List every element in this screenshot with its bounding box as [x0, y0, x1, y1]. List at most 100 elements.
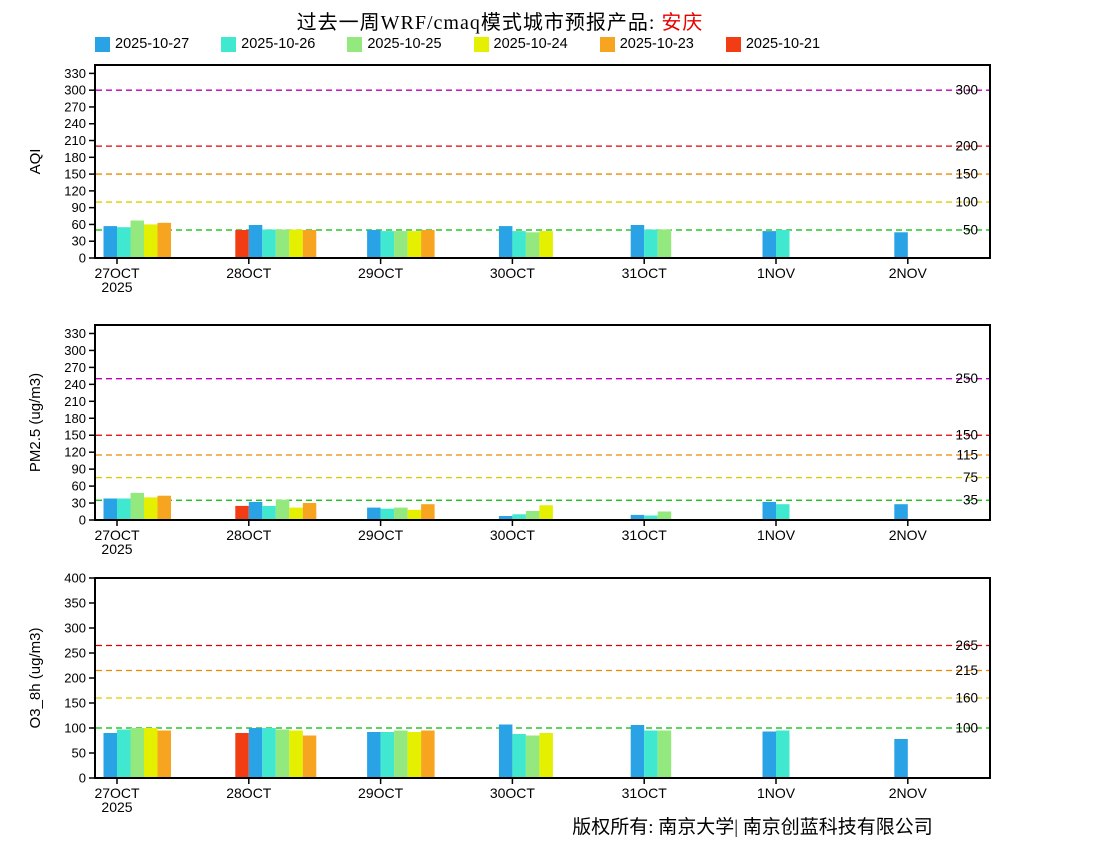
y-tick-label: 270 [64, 99, 86, 114]
bar-2025-10-25 [525, 735, 540, 778]
legend-swatch [95, 36, 110, 52]
x-tick-label: 2NOV [889, 527, 928, 543]
bar-2025-10-25 [130, 492, 144, 520]
x-tick-label: 29OCT [358, 265, 404, 281]
bar-2025-10-25 [130, 220, 144, 258]
y-tick-label: 210 [64, 394, 86, 409]
bar-2025-10-26 [512, 734, 526, 778]
bar-2025-10-25 [657, 511, 672, 520]
bar-2025-10-27 [894, 739, 908, 778]
bar-2025-10-26 [262, 728, 276, 778]
bar-2025-10-25 [275, 229, 290, 258]
x-tick-label: 30OCT [490, 527, 536, 543]
y-tick-label: 0 [79, 513, 86, 528]
legend-item: 2025-10-26 [221, 36, 315, 52]
bar-2025-10-24 [289, 507, 303, 520]
bar-2025-10-23 [302, 735, 317, 778]
x-tick-label: 28OCT [226, 527, 272, 543]
legend: 2025-10-27 2025-10-26 2025-10-25 2025-10-24… [95, 36, 820, 52]
y-tick-label: 30 [72, 496, 86, 511]
x-tick-sublabel: 2025 [101, 541, 132, 557]
y-tick-label: 200 [64, 671, 86, 686]
bar-2025-10-21 [235, 505, 249, 520]
bar-2025-10-23 [157, 222, 171, 258]
reference-line-label: 160 [955, 691, 978, 706]
y-tick-label: 330 [64, 66, 86, 81]
reference-line-label: 75 [963, 470, 978, 485]
title-text: 过去一周WRF/cmaq模式城市预报产品: [296, 12, 662, 34]
reference-line-label: 50 [963, 223, 978, 238]
bar-2025-10-27 [248, 728, 263, 778]
bar-2025-10-23 [157, 495, 171, 520]
reference-line-label: 200 [955, 139, 978, 154]
y-tick-label: 60 [72, 217, 86, 232]
bar-2025-10-27 [630, 225, 645, 258]
y-tick-label: 150 [64, 428, 86, 443]
x-tick-label: 27OCT [94, 785, 140, 801]
bar-2025-10-27 [498, 724, 513, 778]
reference-line-label: 35 [963, 493, 978, 508]
bar-2025-10-27 [762, 731, 776, 778]
bar-2025-10-24 [407, 509, 422, 520]
bar-2025-10-21 [235, 733, 249, 778]
y-tick-label: 100 [64, 721, 86, 736]
bar-2025-10-25 [130, 728, 144, 778]
bar-2025-10-25 [275, 729, 290, 778]
x-tick-label: 31OCT [622, 265, 668, 281]
y-tick-label: 330 [64, 326, 86, 341]
y-tick-label: 0 [79, 251, 86, 266]
legend-item: 2025-10-27 [95, 36, 189, 52]
bar-2025-10-23 [302, 503, 317, 520]
legend-label: 2025-10-23 [619, 36, 694, 52]
y-tick-label: 300 [64, 621, 86, 636]
x-tick-label: 1NOV [757, 785, 796, 801]
bar-2025-10-27 [248, 225, 263, 258]
y-tick-label: 60 [72, 479, 86, 494]
y-axis-title: PM2.5 (ug/m3) [27, 373, 44, 472]
bar-2025-10-24 [144, 728, 158, 778]
bar-2025-10-23 [421, 730, 435, 778]
bar-2025-10-26 [512, 231, 526, 258]
bar-2025-10-27 [103, 226, 117, 258]
y-tick-label: 180 [64, 411, 86, 426]
x-tick-label: 29OCT [358, 785, 404, 801]
reference-line-label: 150 [955, 428, 978, 443]
bar-2025-10-27 [762, 231, 776, 258]
y-tick-label: 240 [64, 377, 86, 392]
bar-2025-10-26 [644, 730, 658, 778]
y-tick-label: 50 [72, 746, 86, 761]
bar-2025-10-24 [407, 231, 422, 258]
y-tick-label: 210 [64, 133, 86, 148]
reference-line-label: 150 [955, 167, 978, 182]
reference-line-label: 115 [956, 448, 978, 463]
bar-2025-10-24 [289, 229, 303, 258]
x-tick-label: 27OCT [94, 265, 140, 281]
bar-2025-10-27 [248, 501, 263, 520]
x-tick-sublabel: 2025 [101, 279, 132, 295]
bar-2025-10-26 [380, 508, 395, 520]
legend-item: 2025-10-24 [473, 36, 568, 52]
copyright-footer: 版权所有: 南京大学| 南京创蓝科技有限公司 [572, 817, 933, 838]
bar-2025-10-26 [512, 514, 526, 520]
y-tick-label: 350 [64, 596, 86, 611]
x-tick-label: 28OCT [226, 785, 272, 801]
bar-2025-10-25 [525, 232, 540, 258]
bar-2025-10-26 [380, 231, 395, 258]
bar-2025-10-24 [144, 224, 158, 258]
y-tick-label: 180 [64, 150, 86, 165]
y-tick-label: 400 [64, 571, 86, 586]
bar-2025-10-23 [421, 504, 435, 520]
bar-2025-10-27 [367, 732, 381, 778]
bar-2025-10-24 [539, 733, 553, 778]
y-tick-label: 240 [64, 116, 86, 131]
reference-line-label: 100 [955, 721, 978, 736]
legend-label: 2025-10-27 [115, 36, 190, 52]
y-tick-label: 300 [64, 343, 86, 358]
x-tick-label: 30OCT [490, 265, 536, 281]
bar-2025-10-26 [776, 504, 790, 520]
bar-2025-10-26 [644, 229, 658, 258]
y-axis-title: AQI [27, 149, 44, 175]
y-tick-label: 90 [72, 200, 86, 215]
